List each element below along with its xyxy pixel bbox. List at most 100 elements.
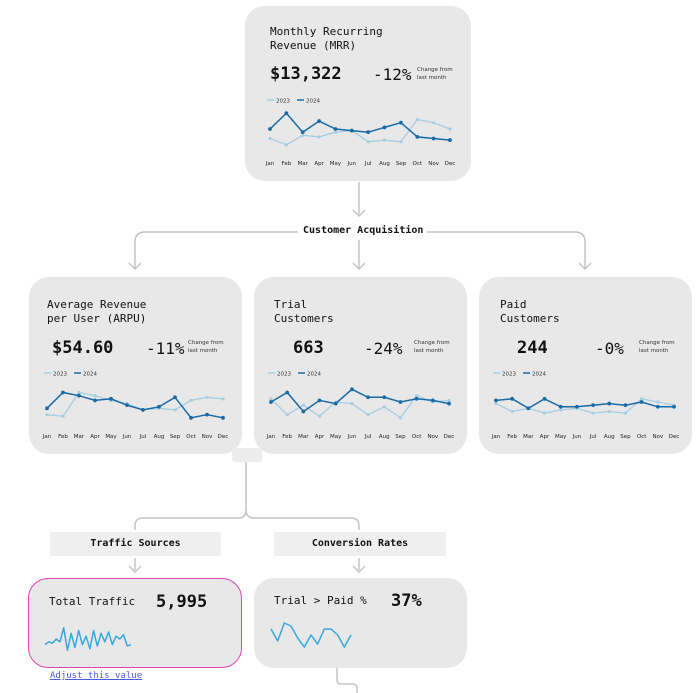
paid-x-tick-Jan: Jan (491, 434, 501, 440)
trial-series-line-2024 (270, 388, 450, 413)
trial-x-tick-May: May (330, 434, 342, 440)
trial-point-2023-Oct (415, 394, 419, 398)
trial-x-tick-Nov: Nov (427, 434, 438, 440)
mrr-legend: 2023 2024 (267, 99, 320, 105)
trial-value: 663 (293, 338, 324, 358)
trial-x-tick-Mar: Mar (298, 434, 309, 440)
trial-series-line-2023 (270, 394, 450, 419)
mrr-point-2024-Jul (366, 130, 371, 135)
connector-node[interactable] (232, 448, 262, 462)
arpu-point-2023-Sep (173, 408, 177, 412)
total-traffic-sparkline-line (44, 627, 132, 651)
paid-card[interactable]: Paid Customers 244 -0% Change from last … (479, 277, 692, 454)
trial-to-paid-sparkline-line (270, 622, 352, 648)
paid-title: Paid Customers (500, 298, 560, 325)
adjust-value-link[interactable]: Adjust this value (50, 671, 143, 681)
trial-to-paid-sparkline (270, 622, 352, 648)
total-traffic-card[interactable]: Total Traffic 5,995 (28, 578, 242, 668)
trial-title: Trial Customers (274, 298, 334, 325)
arpu-x-tick-Jan: Jan (42, 434, 52, 440)
arpu-x-tick-Oct: Oct (186, 434, 196, 440)
trial-x-tick-Apr: Apr (315, 434, 325, 440)
mrr-point-2024-May (333, 127, 338, 131)
paid-x-tick-Dec: Dec (669, 434, 680, 440)
paid-point-2024-Apr (542, 396, 547, 401)
mrr-point-2023-Feb (284, 143, 288, 147)
trial-legend: 2023 2024 (268, 372, 321, 378)
trial-point-2024-Jan (269, 400, 273, 404)
trial-point-2023-Aug (382, 405, 386, 409)
mrr-point-2024-Nov (431, 136, 436, 141)
arpu-series-line-2024 (46, 391, 224, 419)
mrr-x-tick-Aug: Aug (379, 161, 390, 167)
arpu-point-2024-Aug (157, 404, 161, 409)
trial-point-2024-Mar (301, 409, 306, 414)
trial-legend-label-2023: 2023 (277, 372, 291, 378)
paid-point-2023-Nov (656, 400, 660, 404)
trial-point-2024-Jul (366, 395, 370, 400)
arpu-point-2024-Mar (77, 393, 81, 398)
trial-to-paid-card[interactable]: Trial > Paid % 37% (254, 578, 467, 668)
arpu-point-2023-Mar (77, 390, 81, 395)
mrr-point-2024-Jan (268, 127, 272, 131)
arpu-point-2024-Apr (93, 398, 97, 403)
mrr-point-2024-Oct (415, 135, 420, 139)
trial-point-2024-Feb (285, 390, 290, 395)
paid-series-line-2024 (495, 397, 674, 410)
arpu-value: $54.60 (52, 338, 114, 358)
trial-point-2024-Apr (317, 398, 322, 403)
paid-x-tick-Aug: Aug (604, 434, 615, 440)
trial-to-paid-value: 37% (391, 591, 422, 611)
trial-x-tick-Aug: Aug (379, 434, 390, 440)
paid-point-2023-Aug (607, 409, 611, 414)
arpu-point-2024-Nov (205, 412, 209, 417)
trial-point-2023-Dec (447, 398, 451, 403)
arpu-point-2024-Jul (141, 408, 145, 412)
trial-x-tick-Jun: Jun (347, 434, 357, 440)
total-traffic-value: 5,995 (156, 592, 208, 612)
arpu-legend-label-2023: 2023 (53, 372, 67, 378)
arpu-x-tick-Aug: Aug (154, 434, 165, 440)
arpu-point-2023-Oct (189, 398, 193, 403)
paid-x-tick-Oct: Oct (637, 434, 647, 440)
paid-change-note: Change from last month (639, 340, 675, 354)
paid-value: 244 (517, 338, 548, 358)
trial-x-tick-Jan: Jan (266, 434, 276, 440)
paid-series-line-2023 (495, 398, 675, 414)
trial-point-2024-May (333, 401, 338, 406)
total-traffic-title: Total Traffic (49, 595, 136, 608)
arpu-title: Average Revenue per User (ARPU) (47, 298, 147, 325)
paid-point-2024-Aug (607, 401, 612, 406)
mrr-x-tick-Apr: Apr (314, 161, 324, 167)
paid-x-tick-May: May (555, 434, 567, 440)
trial-card[interactable]: Trial Customers 663 -24% Change from las… (254, 277, 467, 454)
arpu-x-tick-Jul: Jul (139, 434, 147, 440)
arpu-legend-label-2024: 2024 (83, 372, 97, 378)
mrr-change: -12% (373, 65, 412, 84)
arpu-point-2024-Sep (173, 395, 177, 400)
paid-x-tick-Nov: Nov (652, 434, 663, 440)
mrr-point-2024-Mar (300, 130, 305, 135)
arpu-point-2023-Feb (61, 414, 65, 418)
arpu-point-2024-Feb (61, 390, 65, 395)
mrr-x-tick-Jul: Jul (364, 161, 372, 167)
mrr-point-2023-Dec (448, 127, 452, 131)
paid-point-2024-Jul (591, 403, 595, 408)
arpu-x-tick-Sep: Sep (170, 434, 181, 440)
mrr-x-tick-Nov: Nov (428, 161, 439, 167)
arpu-card[interactable]: Average Revenue per User (ARPU) $54.60 -… (29, 277, 242, 454)
paid-x-tick-Jun: Jun (572, 434, 582, 440)
mrr-x-tick-Dec: Dec (445, 161, 456, 167)
paid-point-2024-Jan (494, 398, 498, 403)
arpu-x-tick-Dec: Dec (218, 434, 229, 440)
arpu-change-note: Change from last month (188, 340, 224, 354)
mrr-point-2023-Mar (301, 133, 305, 137)
trial-x-tick-Dec: Dec (444, 434, 455, 440)
mrr-card[interactable]: Monthly Recurring Revenue (MRR) $13,322 … (245, 6, 471, 181)
paid-x-tick-Apr: Apr (540, 434, 550, 440)
mrr-x-tick-Feb: Feb (281, 161, 291, 167)
trial-point-2024-Jun (350, 387, 354, 392)
arpu-point-2024-Oct (189, 415, 193, 420)
mrr-point-2023-Sep (399, 140, 403, 144)
mrr-point-2023-Aug (382, 138, 387, 142)
